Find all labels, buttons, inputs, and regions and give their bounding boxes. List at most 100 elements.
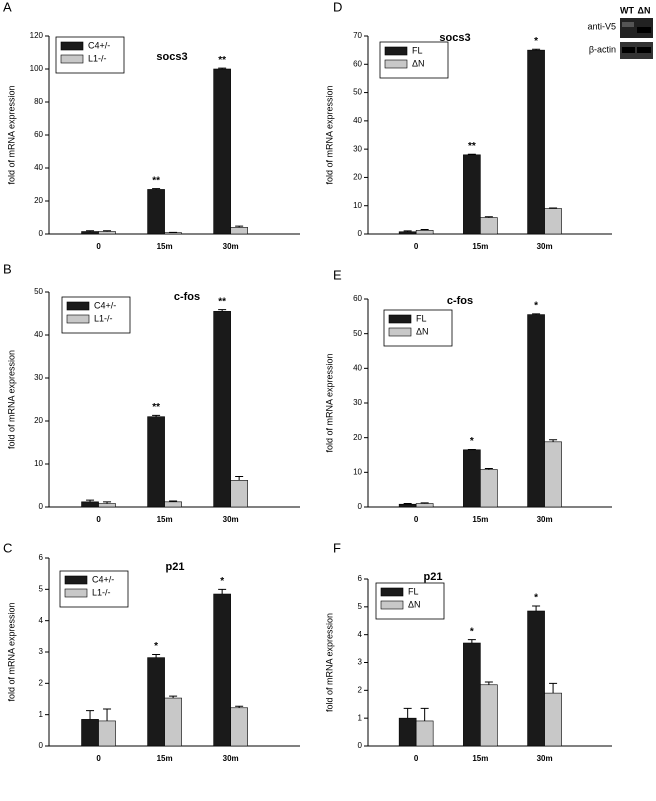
y-tick-label: 30 xyxy=(353,144,362,153)
bar xyxy=(231,480,248,507)
bar xyxy=(165,698,182,746)
x-tick-label: 0 xyxy=(96,754,101,763)
legend-swatch xyxy=(67,315,89,323)
bar xyxy=(399,232,416,234)
bar xyxy=(231,227,248,234)
bar xyxy=(416,504,433,507)
error-bar xyxy=(404,708,412,718)
y-axis-title: fold of mRNA expression xyxy=(324,353,334,452)
panel-label: B xyxy=(3,261,12,276)
y-axis-title: fold of mRNA expression xyxy=(6,602,16,701)
x-tick-label: 30m xyxy=(537,242,553,251)
error-bar xyxy=(421,708,429,721)
blot-lane-label: ΔN xyxy=(638,5,651,15)
y-axis-title: fold of mRNA expression xyxy=(324,85,334,184)
panel-label: D xyxy=(333,0,342,14)
bar xyxy=(99,232,116,234)
y-tick-label: 40 xyxy=(353,116,362,125)
y-tick-label: 0 xyxy=(358,741,363,750)
significance: * xyxy=(534,36,538,47)
significance: * xyxy=(470,436,474,447)
legend-swatch xyxy=(389,328,411,336)
legend-swatch xyxy=(381,588,403,596)
error-bar xyxy=(485,682,493,685)
significance: * xyxy=(220,576,224,587)
bar xyxy=(399,504,416,507)
y-tick-label: 6 xyxy=(39,553,44,562)
y-tick-label: 10 xyxy=(353,467,362,476)
bar xyxy=(528,315,545,507)
bar xyxy=(148,189,165,234)
y-tick-label: 100 xyxy=(30,64,44,73)
legend-swatch xyxy=(381,601,403,609)
bar xyxy=(82,502,99,507)
y-axis-title: fold of mRNA expression xyxy=(6,85,16,184)
x-tick-label: 15m xyxy=(472,515,488,524)
panel-label: F xyxy=(333,540,341,555)
significance: ** xyxy=(152,402,160,413)
error-bar xyxy=(218,589,226,594)
bar xyxy=(416,230,433,234)
y-tick-label: 70 xyxy=(353,31,362,40)
bar xyxy=(480,685,497,746)
bar xyxy=(214,594,231,746)
bar xyxy=(545,693,562,746)
x-tick-label: 15m xyxy=(157,754,173,763)
bar xyxy=(545,209,562,234)
y-tick-label: 20 xyxy=(353,433,362,442)
bar xyxy=(463,643,480,746)
y-tick-label: 40 xyxy=(353,363,362,372)
bar xyxy=(231,708,248,746)
significance: * xyxy=(470,626,474,637)
x-tick-label: 0 xyxy=(414,515,419,524)
bar xyxy=(214,311,231,507)
legend-swatch xyxy=(67,302,89,310)
x-tick-label: 15m xyxy=(157,515,173,524)
legend-swatch xyxy=(385,47,407,55)
y-tick-label: 10 xyxy=(353,201,362,210)
error-bar xyxy=(532,606,540,611)
error-bar xyxy=(549,683,557,693)
x-tick-label: 15m xyxy=(157,242,173,251)
blot-band xyxy=(622,47,635,53)
y-tick-label: 1 xyxy=(358,713,363,722)
x-tick-label: 30m xyxy=(223,754,239,763)
blot-band xyxy=(622,22,634,27)
panel-label: C xyxy=(3,540,12,555)
x-tick-label: 30m xyxy=(537,754,553,763)
y-tick-label: 50 xyxy=(353,329,362,338)
legend-label: FL xyxy=(416,313,427,323)
significance: ** xyxy=(468,141,476,152)
y-tick-label: 3 xyxy=(358,658,363,667)
y-tick-label: 0 xyxy=(358,502,363,511)
y-tick-label: 0 xyxy=(358,229,363,238)
chart-title: c-fos xyxy=(447,295,473,307)
y-tick-label: 50 xyxy=(353,88,362,97)
bar xyxy=(82,719,99,746)
bar xyxy=(416,721,433,746)
error-bar xyxy=(468,154,476,155)
y-tick-label: 5 xyxy=(358,602,363,611)
y-tick-label: 120 xyxy=(30,31,44,40)
bar xyxy=(148,658,165,746)
y-tick-label: 2 xyxy=(39,678,44,687)
y-tick-label: 30 xyxy=(353,398,362,407)
bar xyxy=(463,155,480,234)
blot-band xyxy=(637,47,651,53)
bar xyxy=(463,450,480,507)
significance: ** xyxy=(152,175,160,186)
significance: ** xyxy=(218,296,226,307)
bar xyxy=(528,611,545,746)
blot-inset xyxy=(620,18,653,59)
y-tick-label: 30 xyxy=(34,373,43,382)
legend-label: C4+/- xyxy=(94,300,116,310)
bar xyxy=(480,470,497,507)
y-tick-label: 1 xyxy=(39,710,44,719)
x-tick-label: 30m xyxy=(537,515,553,524)
significance: * xyxy=(534,301,538,312)
y-tick-label: 50 xyxy=(34,287,43,296)
